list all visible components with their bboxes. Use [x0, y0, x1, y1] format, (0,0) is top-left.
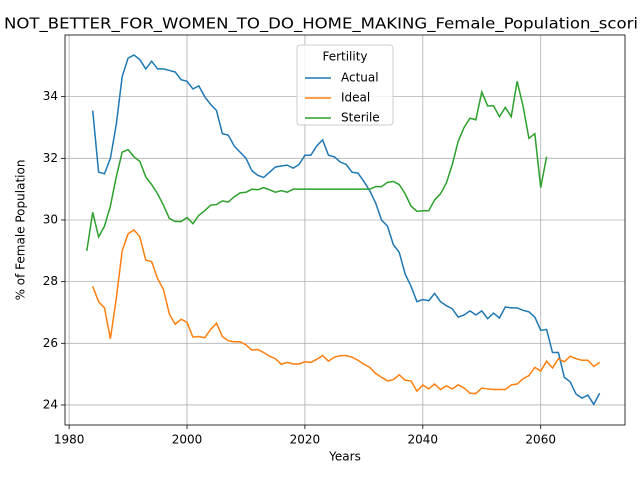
chart-title: NOT_BETTER_FOR_WOMEN_TO_DO_HOME_MAKING_F…: [4, 15, 638, 34]
y-tick-label: 30: [43, 212, 58, 226]
legend-label: Actual: [341, 71, 379, 85]
x-tick-label: 2060: [525, 433, 556, 447]
y-tick-label: 24: [43, 397, 58, 411]
x-axis-label: Years: [328, 450, 361, 464]
series-line: [91, 54, 601, 406]
x-tick-label: 2040: [408, 433, 439, 447]
x-tick-label: 1980: [54, 433, 85, 447]
y-tick-label: 28: [43, 274, 58, 288]
y-tick-label: 32: [43, 151, 58, 165]
y-tick-label: 26: [43, 336, 58, 350]
x-tick-label: 2020: [290, 433, 321, 447]
legend-label: Ideal: [341, 91, 370, 105]
x-tick-label: 2000: [172, 433, 203, 447]
y-tick-label: 34: [43, 89, 58, 103]
series-line: [86, 81, 548, 251]
series-line: [92, 228, 601, 395]
plot-frame: [64, 34, 626, 426]
legend-box: [296, 44, 394, 126]
y-axis-label: % of Female Population: [14, 160, 28, 301]
legend-label: Sterile: [341, 111, 380, 125]
legend-title: Fertility: [322, 50, 367, 64]
